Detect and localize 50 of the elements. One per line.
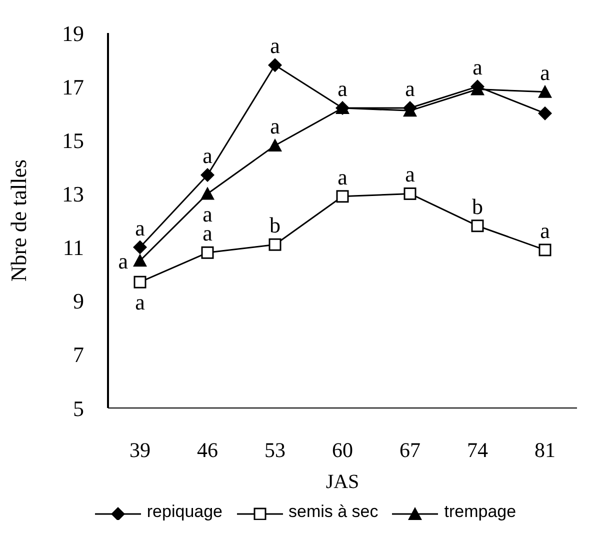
annotation: a — [338, 76, 348, 101]
annotation: a — [405, 76, 416, 101]
y-tick-label: 11 — [62, 235, 84, 260]
point — [268, 138, 282, 152]
annotation: a — [135, 290, 146, 315]
x-tick-label: 53 — [264, 438, 286, 462]
point — [471, 220, 484, 232]
y-tick-label: 15 — [62, 128, 84, 153]
annotation: b — [270, 212, 280, 238]
point — [538, 84, 552, 98]
x-axis-title: JAS — [326, 471, 360, 493]
annotation: a — [118, 248, 128, 274]
y-tick-label: 9 — [73, 288, 84, 314]
point — [268, 238, 282, 251]
point — [538, 106, 552, 120]
y-tick-label: 19 — [62, 20, 84, 46]
x-tick-label: 81 — [534, 438, 556, 462]
y-tick-label: 7 — [73, 342, 84, 368]
annotation: a — [202, 142, 213, 168]
point — [200, 186, 214, 200]
x-tick-label: 67 — [400, 438, 420, 462]
legend-label: repiquage — [146, 502, 223, 522]
annotation: a — [270, 33, 280, 58]
point — [404, 187, 416, 200]
point — [133, 254, 147, 267]
annotation: a — [270, 114, 280, 138]
point — [200, 168, 214, 182]
point — [336, 190, 349, 203]
annotation: a — [405, 162, 416, 187]
annotation: a — [338, 164, 348, 190]
y-tick-label: 5 — [73, 396, 84, 421]
annotation: a — [540, 60, 550, 85]
y-axis-title: Nbre de talles — [6, 159, 31, 282]
x-tick-label: 46 — [197, 438, 218, 462]
annotation: a — [540, 218, 550, 243]
legend-label: semis à sec — [288, 502, 378, 522]
annotation: a — [135, 215, 146, 240]
x-tick-label: 60 — [332, 438, 353, 462]
y-tick-label: 17 — [62, 74, 84, 100]
legend-label: trempage — [444, 502, 516, 522]
point — [268, 58, 282, 72]
annotation: b — [472, 194, 483, 219]
point — [133, 240, 147, 254]
point — [538, 244, 552, 256]
x-tick-label: 39 — [130, 438, 150, 462]
x-tick-label: 74 — [467, 438, 488, 462]
point — [201, 246, 214, 259]
y-tick-label: 13 — [62, 182, 84, 207]
point — [134, 276, 146, 288]
annotation: a — [472, 54, 483, 80]
